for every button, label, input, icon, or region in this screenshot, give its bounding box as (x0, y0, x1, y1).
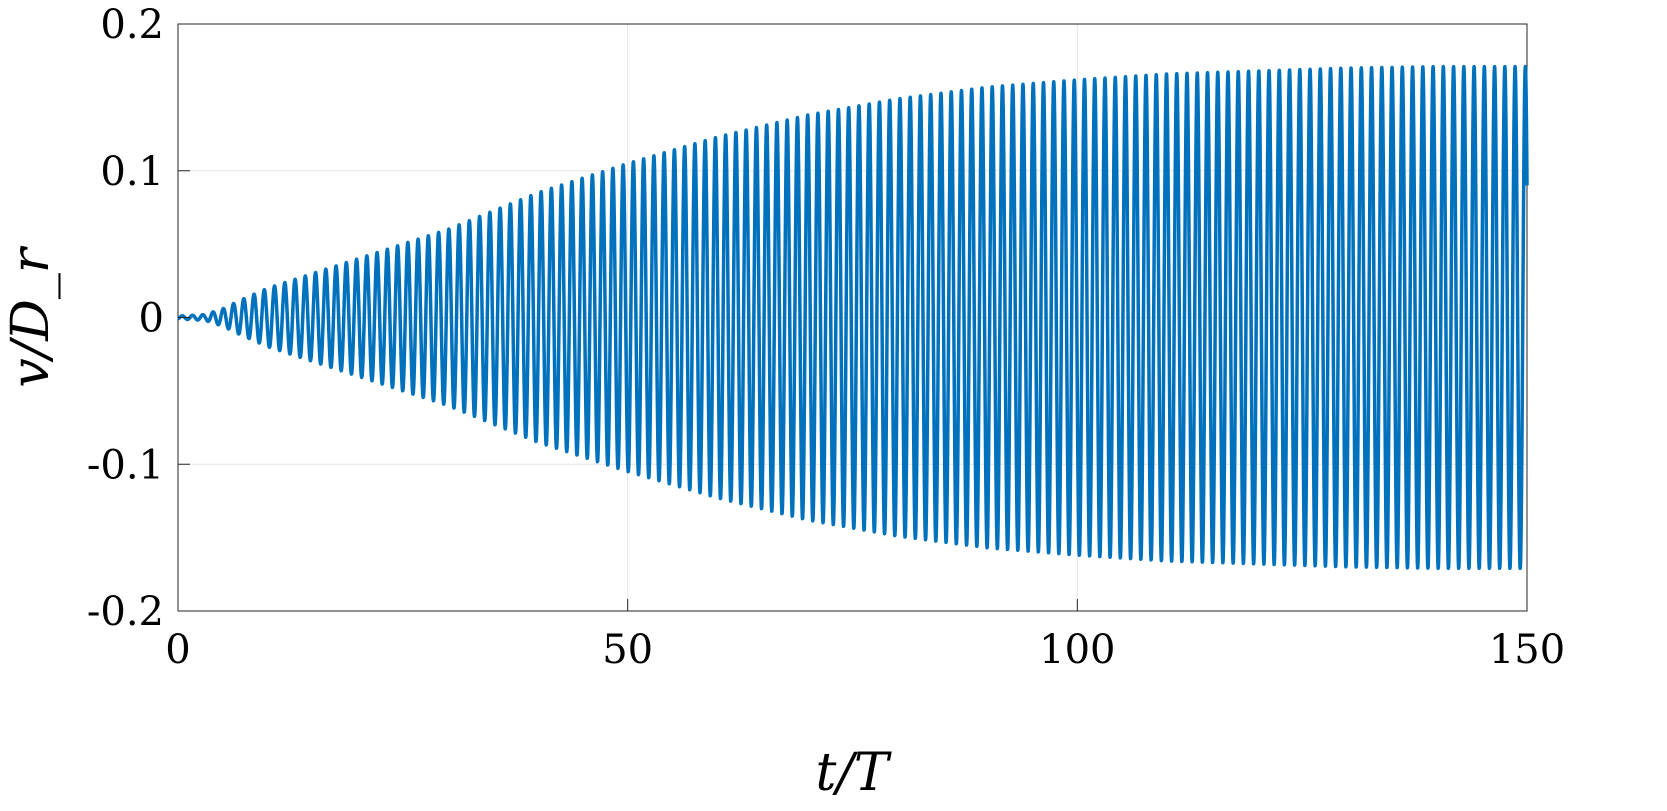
x-tick-label: 150 (1489, 627, 1565, 673)
y-tick-label: -0.1 (87, 442, 164, 488)
x-tick-label: 50 (602, 627, 653, 673)
x-axis-label: t/T (815, 743, 891, 803)
y-tick-label: 0 (139, 296, 164, 342)
x-tick-label: 0 (165, 627, 190, 673)
y-tick-label: -0.2 (87, 589, 164, 635)
series-line-v-over-dr (176, 64, 1529, 571)
x-tick-label: 100 (1039, 627, 1115, 673)
y-tick-label: 0.1 (100, 149, 164, 195)
y-axis-label: v/D_r (1, 245, 61, 388)
y-tick-label: 0.2 (100, 2, 164, 48)
